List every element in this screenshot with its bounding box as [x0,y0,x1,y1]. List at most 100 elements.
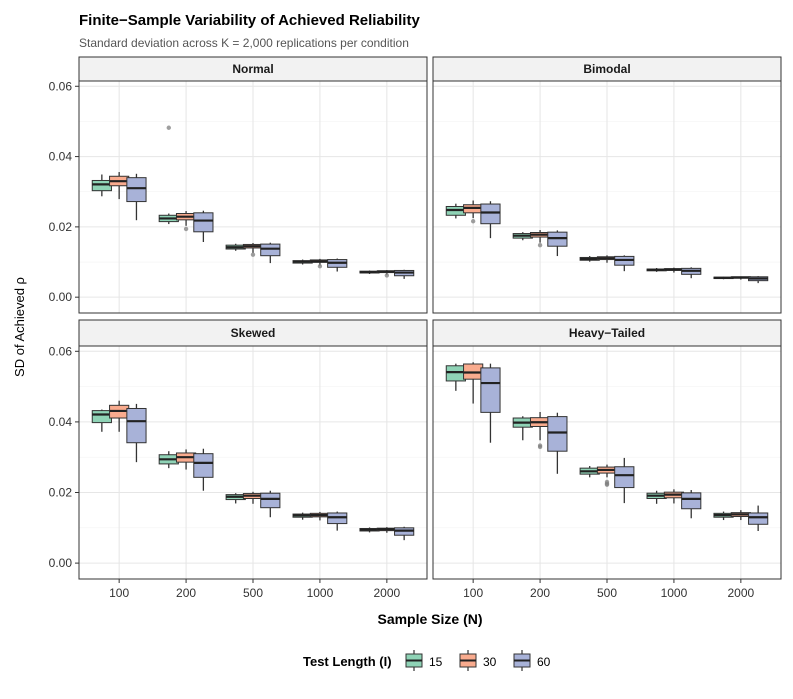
y-tick-label: 0.06 [49,344,73,358]
box-body [260,243,281,257]
y-tick-label: 0.02 [49,486,73,500]
box-1000-30 [309,258,331,269]
box-2000-60 [748,276,769,284]
box-2000-60 [394,526,415,541]
strip-label: Bimodal [583,62,630,76]
facet-panels: Normal 0.00 0.02 0.04 0.06 Bimodal Skewed 0.00 0… [49,56,782,600]
box-1000-60 [327,511,348,531]
chart-title: Finite−Sample Variability of Achieved Re… [79,12,420,29]
box-500-30 [596,464,618,487]
box-2000-30 [730,276,751,280]
strip-label: Heavy−Tailed [569,326,645,340]
panel-border [78,80,428,314]
strip-background [432,319,782,347]
box-100-60 [126,403,147,463]
legend-item-30: 30 [459,650,497,671]
box-200-30 [175,211,197,232]
box-100-15 [445,363,466,391]
x-tick-label: 200 [176,586,196,600]
outlier-point [470,219,476,224]
x-tick-label: 100 [463,586,483,600]
box-body [193,212,214,233]
box-500-60 [614,255,635,272]
box-200-60 [193,210,214,242]
box-200-60 [193,448,214,491]
panel-0: Normal 0.00 0.02 0.04 0.06 [49,56,428,314]
x-tick-label: 2000 [373,586,400,600]
x-axis-title: Sample Size (N) [377,611,482,627]
y-axis-title: SD of Achieved ρ [12,277,27,377]
box-body [126,177,147,203]
box-100-30 [463,362,484,404]
box-body [480,367,501,413]
y-tick-label: 0.00 [49,556,73,570]
box-body [480,203,501,225]
x-tick-label: 1000 [307,586,334,600]
box-1000-60 [681,490,702,519]
panel-3: Heavy−Tailed 100 200 500 1000 2000 [432,319,782,600]
strip-label: Skewed [231,326,276,340]
strip-label: Normal [232,62,273,76]
panel-1: Bimodal [432,56,782,314]
x-tick-label: 200 [530,586,550,600]
legend-item-60: 60 [513,650,551,671]
box-body [547,416,568,452]
box-1000-60 [327,258,348,272]
box-1000-15 [646,268,667,272]
legend-item-15: 15 [405,650,443,671]
box-body [126,407,147,444]
box-100-60 [480,201,501,239]
chart-subtitle: Standard deviation across K = 2,000 repl… [79,36,409,50]
box-500-60 [614,457,635,504]
box-2000-15 [713,511,734,521]
x-tick-label: 100 [109,586,129,600]
box-200-60 [547,412,568,474]
outlier-point [384,273,390,278]
legend-label: 15 [429,655,443,669]
outlier-point [166,125,171,130]
y-tick-label: 0.00 [49,290,73,304]
outlier-point [537,444,543,450]
box-body [91,179,112,192]
box-500-30 [242,243,264,257]
box-100-60 [480,363,501,443]
box-200-15 [158,451,179,469]
panel-border [432,80,782,314]
strip-background [432,56,782,82]
x-tick-label: 500 [243,586,263,600]
strip-background [78,319,428,347]
box-2000-60 [394,269,415,279]
box-body [748,512,769,525]
box-body [260,492,281,509]
legend: Test Length (I) 15 30 60 [303,650,551,671]
box-500-60 [260,242,281,264]
legend-label: 30 [483,655,497,669]
box-200-60 [547,230,568,257]
x-tick-label: 2000 [727,586,754,600]
box-1000-60 [681,267,702,279]
outlier-point [183,226,189,232]
strip-background [78,56,428,82]
box-body [193,453,214,478]
panel-2: Skewed 0.00 0.02 0.04 0.06 100 200 500 1000 2000 [49,319,428,600]
y-tick-label: 0.02 [49,220,73,234]
y-tick-label: 0.06 [49,79,73,93]
x-tick-label: 500 [597,586,617,600]
box-body [445,365,466,382]
box-100-60 [126,173,147,221]
box-2000-60 [748,505,769,531]
legend-label: 60 [537,655,551,669]
outlier-point [250,252,256,257]
box-body [681,492,702,510]
box-100-30 [109,400,130,432]
x-tick-label: 1000 [661,586,688,600]
legend-title: Test Length (I) [303,654,392,669]
y-tick-label: 0.04 [49,415,73,429]
box-2000-15 [713,276,734,280]
outlier-point [537,242,543,248]
box-500-60 [260,490,281,518]
outlier-point [317,264,323,269]
y-tick-label: 0.04 [49,150,73,164]
outlier-point [604,482,610,487]
